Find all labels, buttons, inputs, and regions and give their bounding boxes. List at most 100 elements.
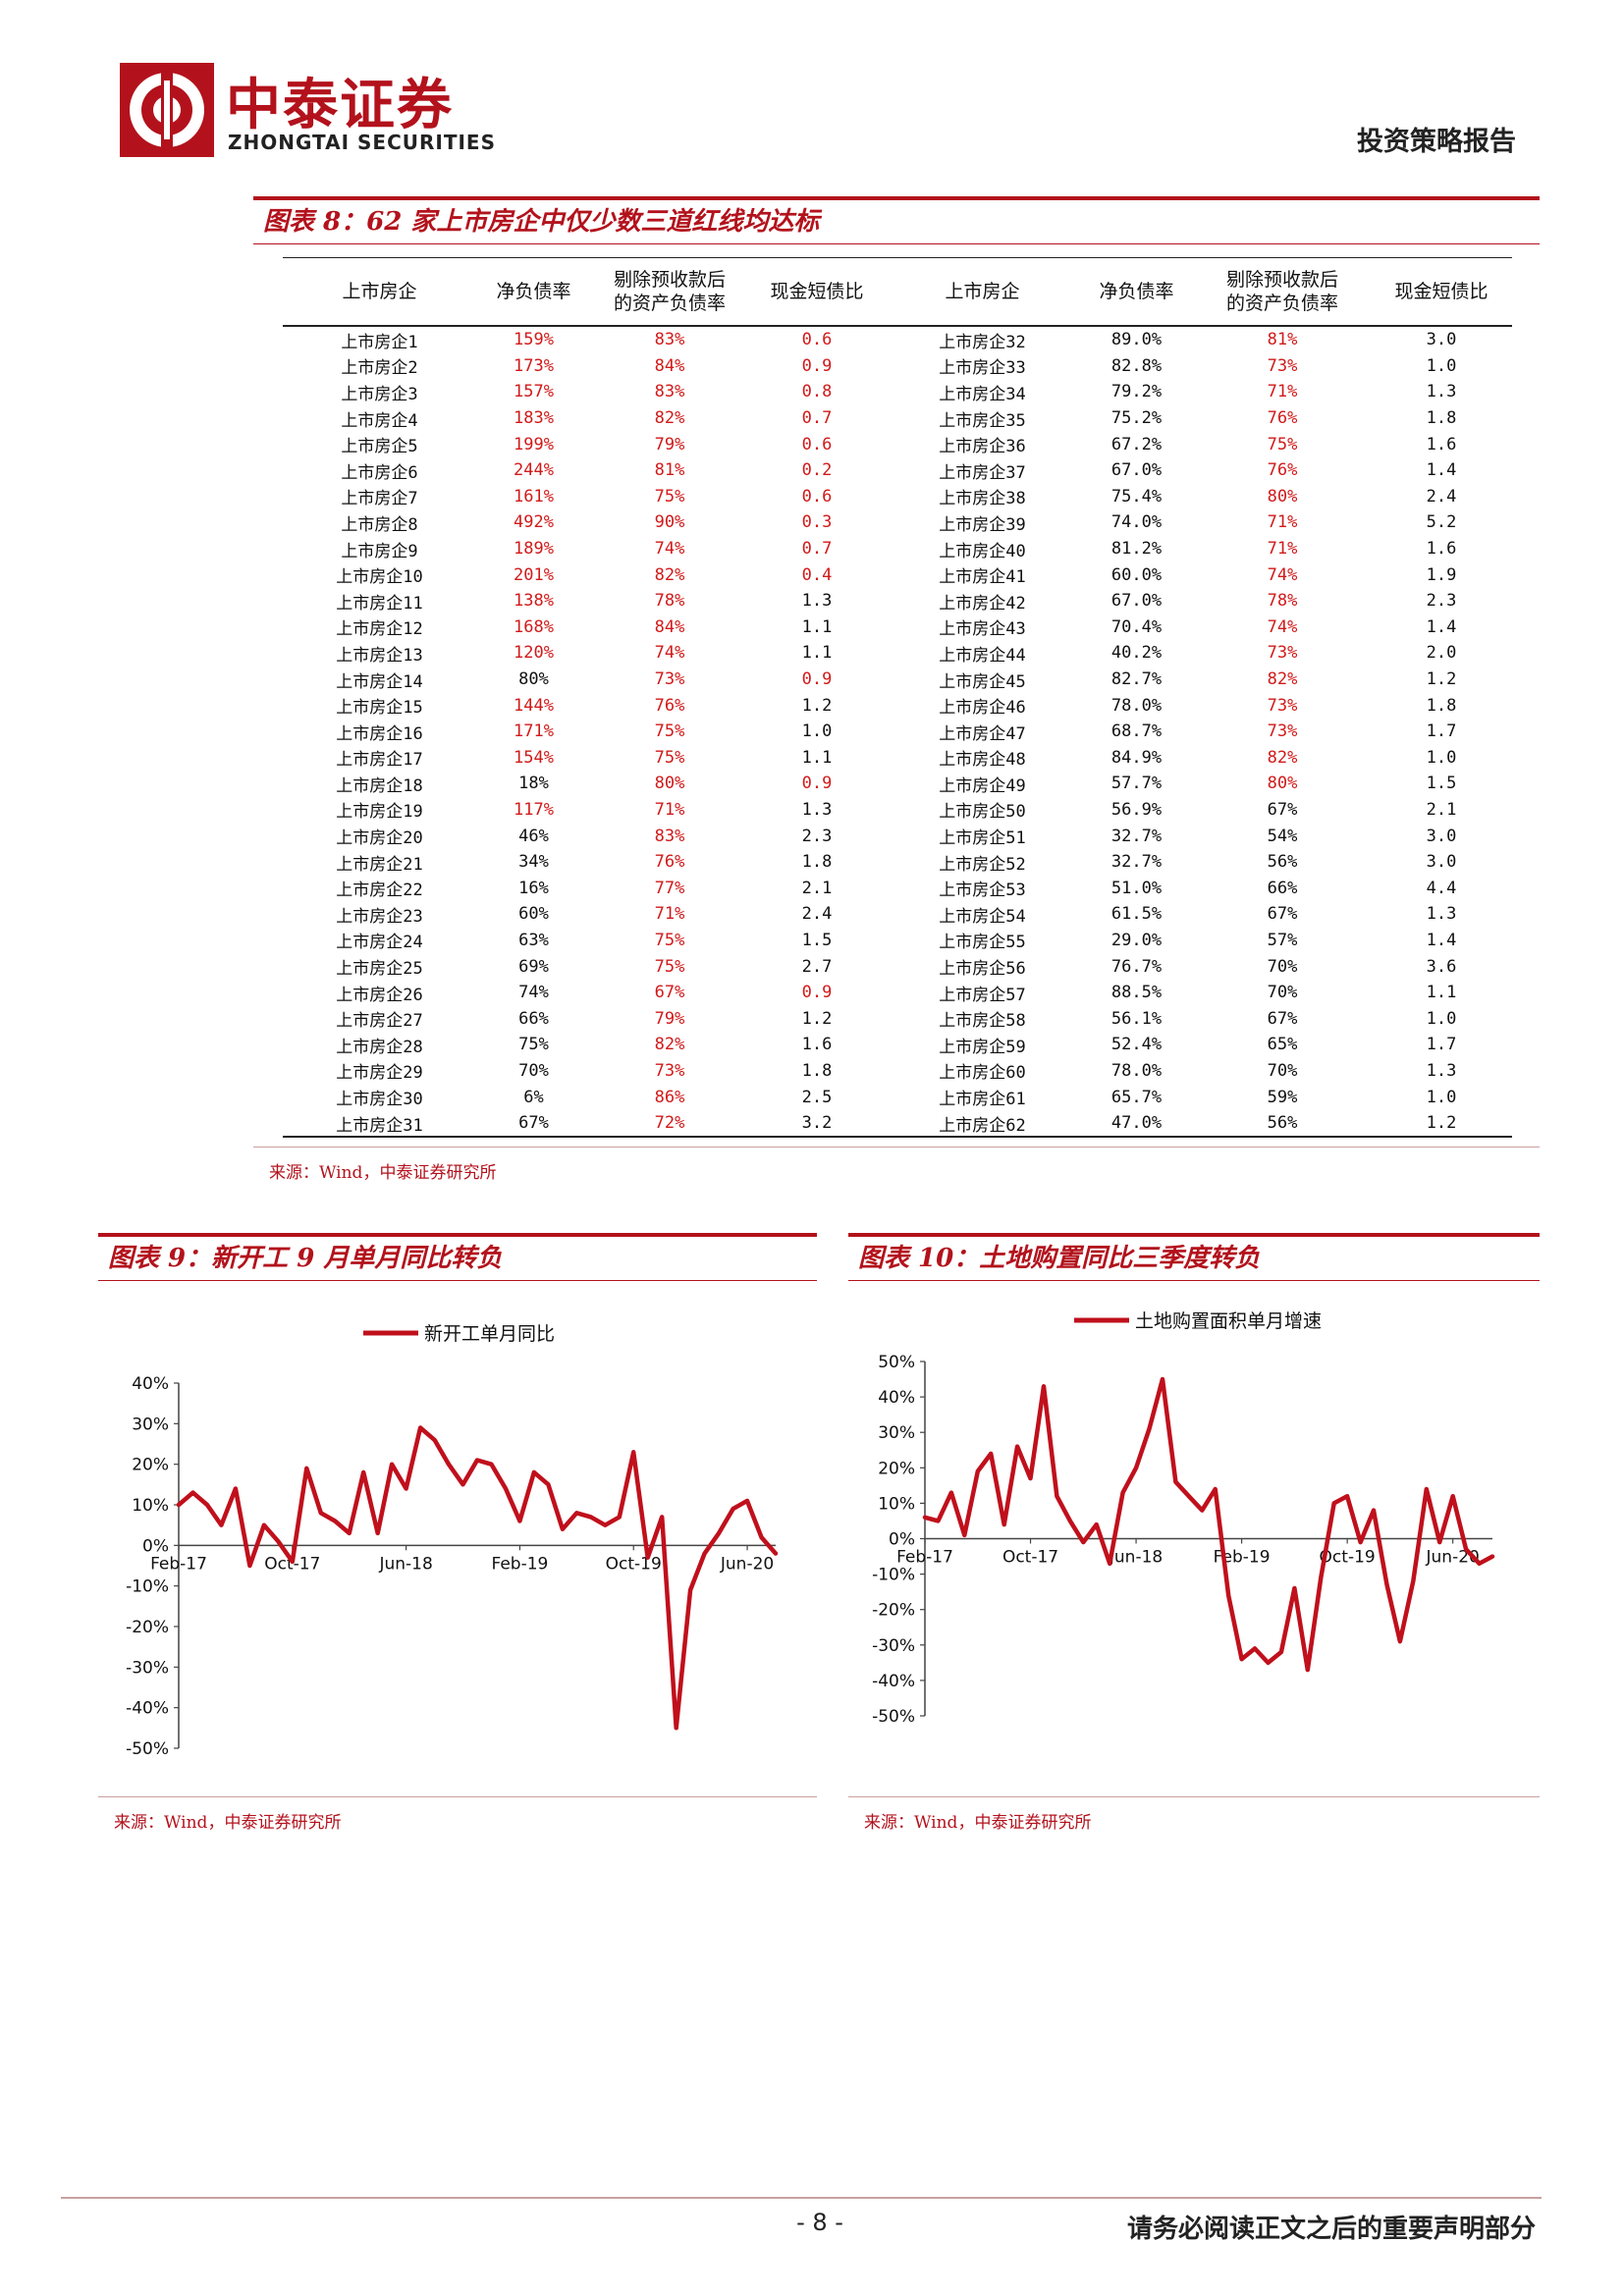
table-cell: 上市房企45 xyxy=(939,671,1026,692)
table-cell: 上市房企44 xyxy=(939,645,1026,666)
table-cell: 32.7% xyxy=(1110,852,1163,873)
x-tick-label: Jun-18 xyxy=(378,1554,432,1574)
table-cell: 76.7% xyxy=(1110,956,1163,977)
table-row: 上市房企1 159% 83% 0.6 上市房企32 89.0% 81% 3.0 xyxy=(283,326,1512,353)
figure8-title: 图表 8：62 家上市房企中仅少数三道红线均达标 xyxy=(263,207,820,237)
table-cell: 76% xyxy=(654,852,685,873)
table-cell: 上市房企8 xyxy=(341,514,418,535)
table-cell: 上市房企13 xyxy=(336,645,423,666)
table-cell: 上市房企9 xyxy=(341,541,418,561)
table-cell: 71% xyxy=(1267,382,1298,402)
y-tick-label: 40% xyxy=(878,1388,915,1408)
figure10-source-divider xyxy=(848,1796,1540,1797)
table-cell: 157% xyxy=(514,382,554,402)
table-cell: 1.1 xyxy=(801,643,833,664)
table-cell: 76% xyxy=(1267,460,1298,481)
table-cell: 52.4% xyxy=(1110,1035,1163,1055)
table-cell: 上市房企11 xyxy=(336,593,423,614)
table-cell: 76% xyxy=(1267,408,1298,429)
table-cell: 上市房企22 xyxy=(336,881,423,901)
table-cell: 5.2 xyxy=(1426,512,1457,533)
table-cell: 76% xyxy=(654,695,685,716)
table-cell: 70.4% xyxy=(1110,616,1163,637)
table-cell: 61.5% xyxy=(1110,904,1163,925)
x-tick-label: Oct-17 xyxy=(264,1554,320,1574)
table-cell: 1.8 xyxy=(801,1060,833,1081)
table-cell: 171% xyxy=(514,721,554,742)
table-cell: 上市房企6 xyxy=(341,462,418,483)
table-cell: 2.3 xyxy=(801,826,833,846)
column-header: 净负债率 xyxy=(1079,257,1194,327)
table-cell: 1.4 xyxy=(1426,460,1457,481)
table-cell: 上市房企16 xyxy=(336,723,423,744)
table-cell: 上市房企48 xyxy=(939,750,1026,771)
table-cell: 65% xyxy=(1267,1035,1298,1055)
x-tick-label: Jun-18 xyxy=(1109,1548,1163,1568)
table-cell: 82% xyxy=(1267,747,1298,768)
table-cell: 0.8 xyxy=(801,382,833,402)
table-cell: 144% xyxy=(514,695,554,716)
table-row: 上市房企31 67% 72% 3.2 上市房企62 47.0% 56% 1.2 xyxy=(283,1109,1512,1139)
brand-name-en: ZHONGTAI SECURITIES xyxy=(228,131,496,154)
table-cell: 40.2% xyxy=(1110,643,1163,664)
x-tick-label: Feb-19 xyxy=(1214,1548,1271,1568)
series-line xyxy=(176,1425,779,1731)
table-cell: 上市房企36 xyxy=(939,437,1026,457)
table-cell: 上市房企47 xyxy=(939,723,1026,744)
y-tick-label: 20% xyxy=(132,1456,169,1475)
table-cell: 上市房企15 xyxy=(336,698,423,719)
table-cell: 84% xyxy=(654,355,685,376)
table-cell: 1.6 xyxy=(1426,539,1457,560)
table-cell: 56.9% xyxy=(1110,799,1163,820)
table-cell: 2.4 xyxy=(801,904,833,925)
table-cell: 上市房企38 xyxy=(939,489,1026,509)
table-row: 上市房企14 80% 73% 0.9 上市房企45 82.7% 82% 1.2 xyxy=(283,667,1512,693)
table-cell: 1.6 xyxy=(801,1035,833,1055)
table-cell: 80% xyxy=(1267,486,1298,507)
table-cell: 上市房企25 xyxy=(336,959,423,980)
table-cell: 80% xyxy=(518,669,549,690)
table-cell: 上市房企3 xyxy=(341,384,418,404)
table-cell: 73% xyxy=(654,669,685,690)
table-cell: 120% xyxy=(514,643,554,664)
column-header: 现金短债比 xyxy=(748,257,886,327)
table-cell: 34% xyxy=(518,852,549,873)
x-tick-label: Oct-19 xyxy=(606,1554,662,1574)
table-cell: 1.0 xyxy=(1426,747,1457,768)
table-row: 上市房企7 161% 75% 0.6 上市房企38 75.4% 80% 2.4 xyxy=(283,484,1512,510)
table-body: 上市房企1 159% 83% 0.6 上市房企32 89.0% 81% 3.0 上市房企2 173… xyxy=(283,326,1512,1139)
table-row: 上市房企10 201% 82% 0.4 上市房企41 60.0% 74% 1.9 xyxy=(283,561,1512,588)
column-header: 上市房企 xyxy=(886,257,1079,327)
table-cell: 1.2 xyxy=(1371,1109,1512,1139)
table-cell: 上市房企58 xyxy=(939,1011,1026,1032)
table-cell: 上市房企20 xyxy=(336,828,423,849)
table-cell: 492% xyxy=(514,512,554,533)
table-cell: 上市房企59 xyxy=(939,1037,1026,1057)
table-cell: 57.7% xyxy=(1110,774,1163,794)
table-row: 上市房企6 244% 81% 0.2 上市房企37 67.0% 76% 1.4 xyxy=(283,457,1512,484)
table-cell: 71% xyxy=(654,799,685,820)
table-cell: 0.6 xyxy=(801,486,833,507)
column-header: 剔除预收款后 的资产负债率 xyxy=(1194,257,1371,327)
table-cell: 上市房企56 xyxy=(939,959,1026,980)
figure10-header: 图表 10：土地购置同比三季度转负 xyxy=(848,1233,1540,1281)
figure10-title: 图表 10：土地购置同比三季度转负 xyxy=(858,1244,1261,1273)
table-cell: 上市房企12 xyxy=(336,619,423,640)
table-cell: 上市房企23 xyxy=(336,906,423,927)
table-row: 上市房企4 183% 82% 0.7 上市房企35 75.2% 76% 1.8 xyxy=(283,405,1512,432)
y-tick-label: -20% xyxy=(872,1601,915,1621)
table-cell: 1.0 xyxy=(1426,1087,1457,1107)
table-cell: 78.0% xyxy=(1110,1060,1163,1081)
column-header: 上市房企 xyxy=(283,257,476,327)
table-row: 上市房企21 34% 76% 1.8 上市房企52 32.7% 56% 3.0 xyxy=(283,849,1512,876)
table-cell: 上市房企7 xyxy=(341,489,418,509)
table-cell: 上市房企33 xyxy=(939,358,1026,379)
table-cell: 67% xyxy=(1267,904,1298,925)
y-tick-label: -30% xyxy=(126,1658,169,1678)
table-cell: 上市房企29 xyxy=(336,1063,423,1084)
table-cell: 29.0% xyxy=(1110,930,1163,950)
table-cell: 56.1% xyxy=(1110,1008,1163,1029)
table-header-row: 上市房企 净负债率 剔除预收款后 的资产负债率 现金短债比 上市房企 净负债率 剔除预收款后的… xyxy=(283,257,1512,327)
table-row: 上市房企25 69% 75% 2.7 上市房企56 76.7% 70% 3.6 xyxy=(283,953,1512,980)
table-cell: 75.4% xyxy=(1110,486,1163,507)
